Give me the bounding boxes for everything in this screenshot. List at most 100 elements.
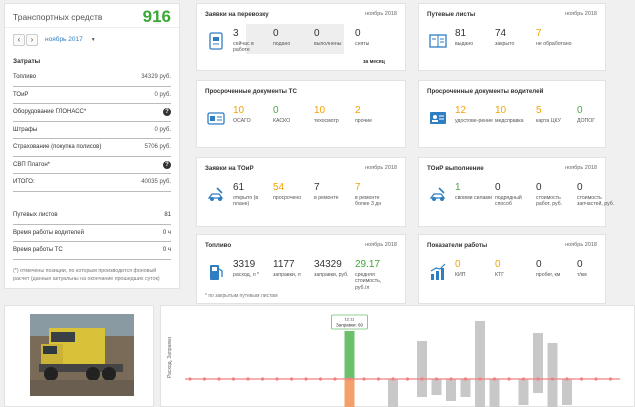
- metric-label: заправки, л: [273, 272, 301, 278]
- metric: 1 своими силами: [453, 182, 493, 201]
- metric-value: 0: [273, 105, 279, 116]
- month-selector[interactable]: ноябрь 2017: [45, 36, 83, 43]
- bar-down: [460, 379, 471, 397]
- metric-label: пробег, км: [536, 272, 561, 278]
- metric-label: не обработано: [536, 41, 572, 47]
- metric: 2 прочие: [353, 105, 393, 124]
- cost-value: 5706 руб.: [144, 144, 171, 151]
- bar-chart-icon: [429, 263, 447, 281]
- help-icon[interactable]: ?: [163, 108, 171, 117]
- bar-down: [533, 379, 543, 393]
- widget-title: Просроченные документы водителей: [427, 88, 544, 95]
- widget-title: Показатели работы: [427, 242, 488, 249]
- stat-label: Путевых листов: [13, 212, 58, 219]
- fuel-chart-card: Расход, Заправки 12.11 Заправки: 60: [160, 305, 635, 407]
- bar-down: [388, 379, 398, 407]
- cost-label: ТОиР: [13, 91, 29, 98]
- metric-value: 0: [455, 259, 461, 270]
- metric-value: 54: [273, 182, 285, 193]
- widget-waybills: Путевые листы ноябрь 2018 81 выдано 74 закрыт…: [418, 3, 606, 71]
- metric: 0 стоимость запчастей, руб.: [575, 182, 615, 208]
- metric-label: заправки, руб.: [314, 272, 349, 278]
- driver-license-icon: [429, 109, 447, 127]
- tooltip-label: Заправки: 60: [336, 323, 364, 328]
- metric: 0 пробег, км: [534, 259, 574, 278]
- metric-label: КИП: [455, 272, 466, 278]
- metric: 0 т/км: [575, 259, 615, 278]
- metric-value: 34329: [314, 259, 342, 270]
- metric: 10 медсправка: [493, 105, 533, 124]
- bar-down: [489, 379, 500, 407]
- widget-date: ноябрь 2018: [365, 242, 397, 248]
- costs-heading: Затраты: [13, 58, 41, 65]
- metric-value: 5: [536, 105, 542, 116]
- metric: 3319 расход, л *: [231, 259, 271, 278]
- metric-label: ОСАГО: [233, 118, 251, 124]
- vehicles-title: Транспортных средств: [13, 12, 103, 22]
- metric-label: своими силами: [455, 195, 492, 201]
- metric: 0 подрядный способ: [493, 182, 533, 208]
- metric: 0 ДОПОГ: [575, 105, 615, 124]
- fuel-pump-icon: [207, 263, 225, 281]
- bar-up: [547, 343, 558, 379]
- widget-date: ноябрь 2018: [365, 11, 397, 17]
- metric: 12 удостове-рение: [453, 105, 493, 124]
- widget-footer[interactable]: за месяц: [363, 59, 385, 65]
- bar-up: [475, 321, 485, 379]
- metric-label: медсправка: [495, 118, 524, 124]
- cost-row: Оборудование ГЛОНАСС*?: [13, 104, 171, 122]
- metric-label: КТГ: [495, 272, 504, 278]
- metric: 0 стоимость работ, руб.: [534, 182, 574, 208]
- metric-value: 81: [455, 28, 467, 39]
- cost-row: Страхование (покупка полисов) 5706 руб.: [13, 139, 171, 157]
- metric-value: 2: [355, 105, 361, 116]
- summary-panel: Транспортных средств 916 ‹ › ноябрь 2017…: [4, 3, 180, 289]
- metric-value: 0: [273, 28, 279, 39]
- stat-row: Путевых листов 81: [13, 207, 171, 225]
- cost-label: Топливо: [13, 74, 37, 81]
- metric-label: расход, л *: [233, 272, 260, 278]
- stat-value: 0 ч: [162, 229, 171, 236]
- metric-value: 0: [314, 28, 320, 39]
- chevron-down-icon[interactable]: ▼: [90, 36, 96, 43]
- metric: 1177 заправки, л: [271, 259, 311, 278]
- metric-value: 3: [233, 28, 239, 39]
- cost-value: 0 руб.: [154, 91, 171, 98]
- metric: 7 не обработано: [534, 28, 574, 47]
- cost-value: 0 руб.: [154, 126, 171, 133]
- widget-toir-done: ТОиР выполнение ноябрь 2018 1 своими силами…: [418, 157, 614, 227]
- metric-label: КАСКО: [273, 118, 291, 124]
- metric-value: 29.17: [355, 259, 381, 270]
- metric: 3 сейчас в работе: [231, 28, 271, 54]
- car-repair-icon: [207, 186, 225, 204]
- metric-label: подано: [273, 41, 291, 47]
- vehicle-photo: [30, 314, 134, 396]
- stat-label: Время работы ТС: [13, 247, 63, 254]
- stat-value: 0 ч: [162, 247, 171, 254]
- cost-label: СВП Платон*: [13, 161, 50, 168]
- widget-requests: Заявки на перевозку ноябрь 2018 3 сейчас в …: [196, 3, 406, 71]
- metric-label: карта ЦКУ: [536, 118, 561, 124]
- metric-label: открыто (в плане): [233, 195, 259, 208]
- next-month-button[interactable]: ›: [26, 33, 38, 46]
- cost-row: Топливо 34329 руб.: [13, 69, 171, 87]
- vehicle-photo-card: [4, 305, 154, 407]
- cost-label: Оборудование ГЛОНАСС*: [13, 109, 87, 116]
- metric-label: сняты: [355, 41, 370, 47]
- bar-down: [446, 379, 456, 401]
- clipboard-icon: [207, 32, 225, 50]
- metric: 0 сняты: [353, 28, 393, 47]
- help-icon[interactable]: ?: [163, 160, 171, 169]
- widget-toir-requests: Заявки на ТОиР ноябрь 2018 61 открыто (в пл…: [196, 157, 406, 227]
- stat-row: Время работы водителей 0 ч: [13, 225, 171, 242]
- bar-down: [518, 379, 529, 405]
- metric-value: 3319: [233, 259, 256, 270]
- metric: 7 в ремонте более 3 дн: [353, 182, 393, 208]
- prev-month-button[interactable]: ‹: [13, 33, 25, 46]
- bar-down: [547, 379, 558, 407]
- summary-header: Транспортных средств 916: [5, 4, 179, 28]
- metric-value: 10: [495, 105, 507, 116]
- bar-down: [431, 379, 442, 395]
- car-repair-icon: [429, 186, 447, 204]
- bar-up: [344, 331, 355, 379]
